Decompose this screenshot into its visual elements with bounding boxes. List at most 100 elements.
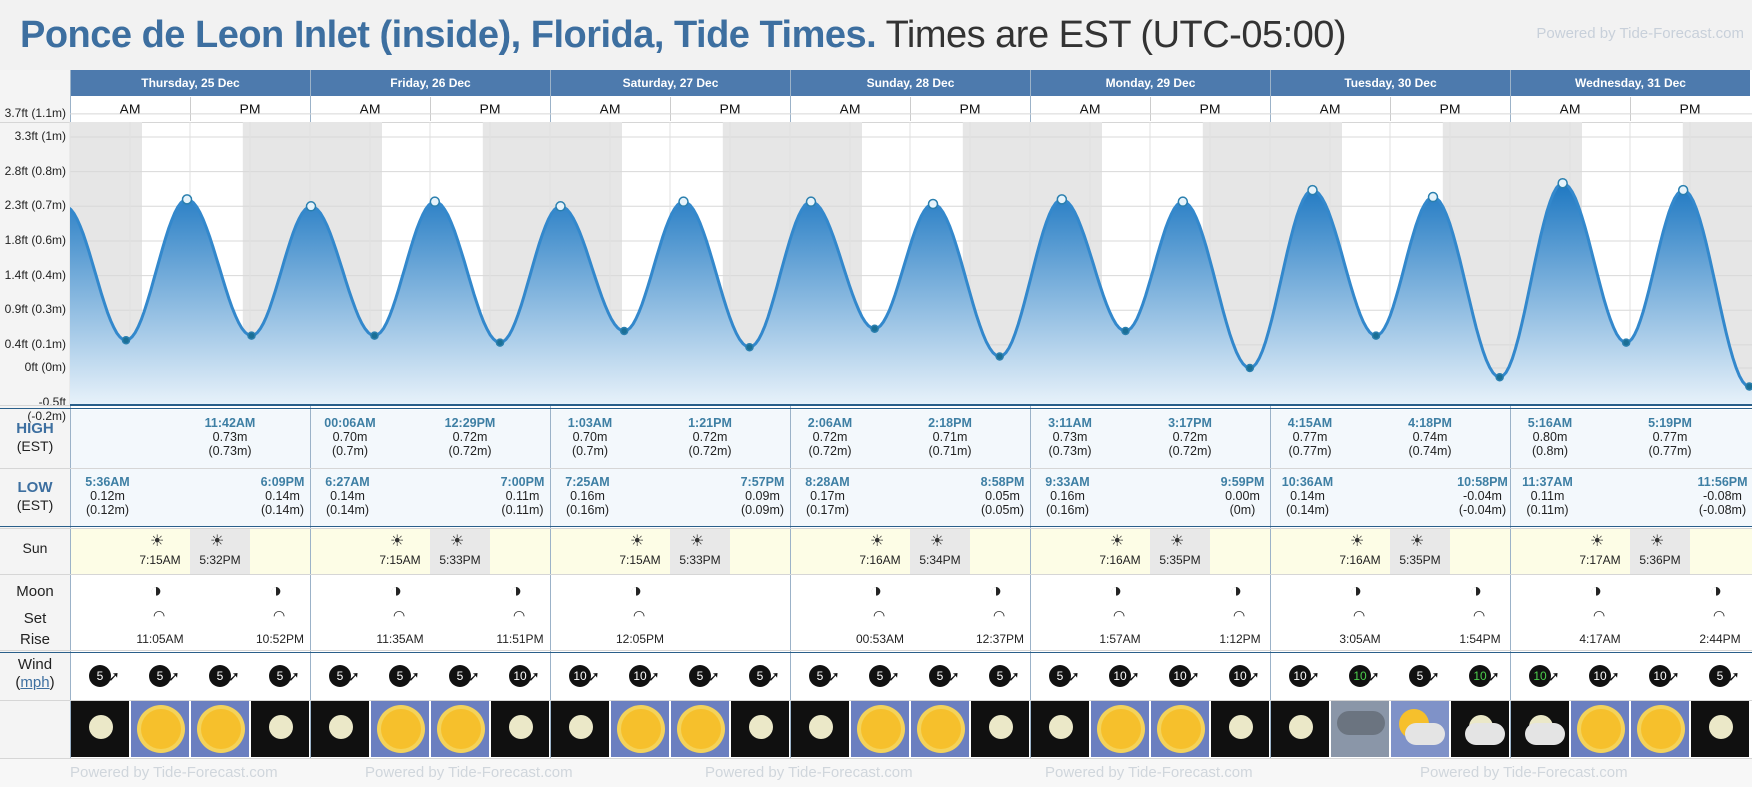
moon-phase-icon: ◑ [1710,580,1723,602]
high-tide-height: 0.71m [932,430,968,444]
moon-time: 12:37PM [975,632,1025,646]
high-tide-entry: 2:06AM 0.72m (0.72m) [795,416,865,458]
wind-speed: 5 [809,665,831,687]
sunset-icon: ☀ [930,533,945,550]
moon-phase-icon: ◑ [1350,580,1363,602]
low-tide-time: 11:37AM [1522,475,1573,489]
wind-unit-label: (mph) [15,674,55,691]
day-header: Monday, 29 Dec [1031,70,1270,96]
moon-phase-icon: ◑ [150,580,163,602]
sunrise-icon: ☀ [1110,533,1125,550]
footer-bg [0,758,1752,787]
row-divider [0,405,1752,406]
low-tide-time: 9:33AM [1045,475,1090,489]
am-label: AM [359,101,381,117]
moon-time: 00:53AM [855,632,905,646]
wind-arrow-icon: ➚ [1608,668,1620,684]
weather-cell [251,701,309,757]
high-tide-entry: 5:16AM 0.80m (0.8m) [1515,416,1585,458]
sun-icon [441,709,481,749]
sunset-icon: ☀ [1410,533,1425,550]
low-tide-height: (0.11m) [1526,503,1569,517]
low-tide-height: (0m) [1229,503,1256,517]
wind-arrow-icon: ➚ [1428,668,1440,684]
y-tick-label: 1.8ft (0.6m) [4,232,66,247]
moon-icon [1229,715,1253,739]
am-label: AM [1559,101,1581,117]
moon-phase-icon: ◑ [1590,580,1603,602]
pm-label: PM [1679,101,1701,117]
weather-cell [311,701,369,757]
wind-arrow-icon: ➚ [1308,668,1320,684]
wind-arrow-icon: ➚ [588,668,600,684]
moon-icon [1049,715,1073,739]
low-tide-height: 0.00m [1225,489,1260,503]
weather-cell [1571,701,1629,757]
high-tide-height: (0.77m) [1648,444,1692,458]
weather-cell [1091,701,1149,757]
wind-arrow-icon: ➚ [1488,668,1500,684]
sun-icon [621,709,661,749]
low-tide-height: (-0.08m) [1698,503,1747,517]
wind-speed: 5 [449,665,471,687]
sunrise-icon: ☀ [870,533,885,550]
high-tide-time: 2:18PM [928,416,972,430]
wind-unit-link[interactable]: mph [20,674,50,691]
y-tick-label: 0.9ft (0.3m) [4,302,66,317]
high-tide-height: 0.77m [1292,430,1328,444]
high-tide-time: 5:19PM [1648,416,1692,430]
wind-speed: 10 [1169,665,1191,687]
sunrise-icon: ☀ [150,533,165,550]
low-tide-height: 0.16m [1050,489,1085,503]
sunset-time: 5:36PM [1639,553,1681,567]
moon-phase-icon: ◑ [1470,580,1483,602]
low-tide-entry: 6:27AM 0.14m (0.14m) [315,475,380,517]
wind-arrow-icon: ➚ [1728,668,1740,684]
wind-speed: 10 [1289,665,1311,687]
page-title: Ponce de Leon Inlet (inside), Florida, T… [20,10,1347,60]
sunset-bg [190,528,250,574]
high-tide-entry: 12:29PM 0.72m (0.72m) [435,416,505,458]
wind-arrow-icon: ➚ [1188,668,1200,684]
ampm-divider [1390,97,1391,121]
wind-arrow-icon: ➚ [1368,668,1380,684]
wind-speed: 10 [1109,665,1131,687]
powered-by[interactable]: Powered by Tide-Forecast.com [1536,25,1744,42]
low-tide-time: 10:58PM [1457,475,1508,489]
high-tide-entry: 3:11AM 0.73m (0.73m) [1035,416,1105,458]
weather-cell [611,701,669,757]
moonrise-icon: ◠ [1353,607,1366,623]
sun-icon [381,709,421,749]
weather-cell [1631,701,1689,757]
moon-icon [1289,715,1313,739]
moon-icon [809,715,833,739]
low-tide-height: (0.11m) [501,503,544,517]
moonrise-icon: ◠ [513,607,526,623]
high-tide-height: 0.77m [1652,430,1688,444]
low-tide-entry: 10:36AM 0.14m (0.14m) [1275,475,1340,517]
pm-label: PM [719,101,741,117]
pm-label: PM [959,101,981,117]
footer-watermark: Powered by Tide-Forecast.com [705,764,913,781]
sun-label: Sun [22,540,48,556]
wind-arrow-icon: ➚ [1668,668,1680,684]
high-tide-time: 12:29PM [444,416,496,430]
footer-watermark: Powered by Tide-Forecast.com [1045,764,1253,781]
sun-icon [921,709,961,749]
axis-bg [0,70,70,787]
sunset-time: 5:32PM [199,553,241,567]
low-tide-height: (0.14m) [325,503,370,517]
wind-arrow-icon: ➚ [948,668,960,684]
moonrise-icon: ◠ [993,607,1006,623]
day-header: Tuesday, 30 Dec [1271,70,1510,96]
row-divider [0,650,1752,651]
high-tide-time: 1:03AM [567,416,613,430]
moon-time: 12:05PM [615,632,665,646]
weather-cell [1451,701,1509,757]
moon-time: 11:05AM [136,632,184,646]
sunrise-icon: ☀ [630,533,645,550]
pm-label: PM [239,101,261,117]
cloud-icon [1465,723,1505,745]
sunset-time: 5:35PM [1159,553,1201,567]
sun-icon [1641,709,1681,749]
